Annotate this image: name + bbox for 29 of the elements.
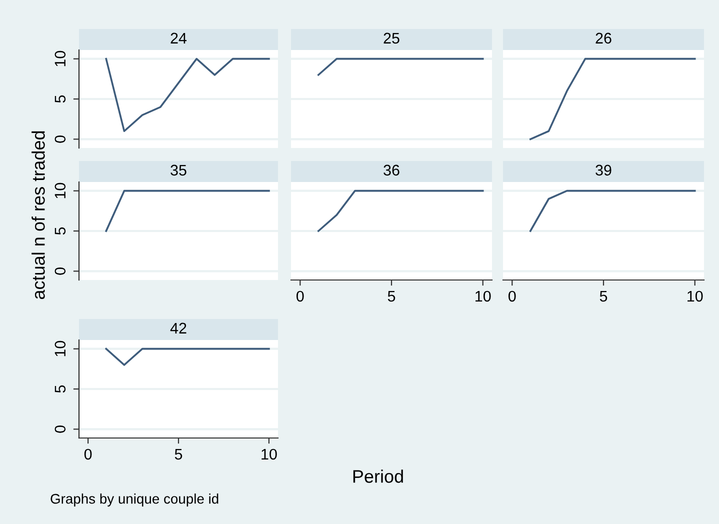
x-tick-label: 5 [174,448,182,460]
text: Graphs by unique couple id [50,494,218,506]
x-tick-label: 0 [508,290,516,302]
chart-title: 25 [384,32,400,44]
x-tick-label: 0 [296,290,304,302]
y-tick-label: 5 [54,95,66,103]
y-axis-title: actual n of res traded [32,131,45,300]
x-tick-label: 10 [476,290,491,302]
x-tick-label: 0 [84,448,92,460]
y-tick-label: 0 [54,426,66,433]
x-tick-label: 5 [388,290,396,302]
y-tick-label: 10 [54,50,66,66]
x-tick-label: 5 [600,290,608,302]
chart-title: 39 [596,164,612,176]
x-tick-label: 10 [262,448,277,460]
chart-title: 36 [384,164,400,176]
chart-title: 26 [596,32,612,44]
x-axis-title: Period [353,470,403,483]
y-tick-label: 0 [54,268,66,275]
y-tick-label: 0 [54,136,66,143]
y-tick-label: 5 [54,227,66,235]
y-tick-label: 5 [54,385,66,393]
line-series [105,58,270,132]
y-tick-label: 10 [54,182,66,198]
chart-title: 42 [170,322,186,334]
chart-title: 35 [170,164,186,176]
y-tick-label: 10 [54,340,66,356]
x-tick-label: 10 [688,290,703,302]
chart-title: 24 [170,32,187,44]
